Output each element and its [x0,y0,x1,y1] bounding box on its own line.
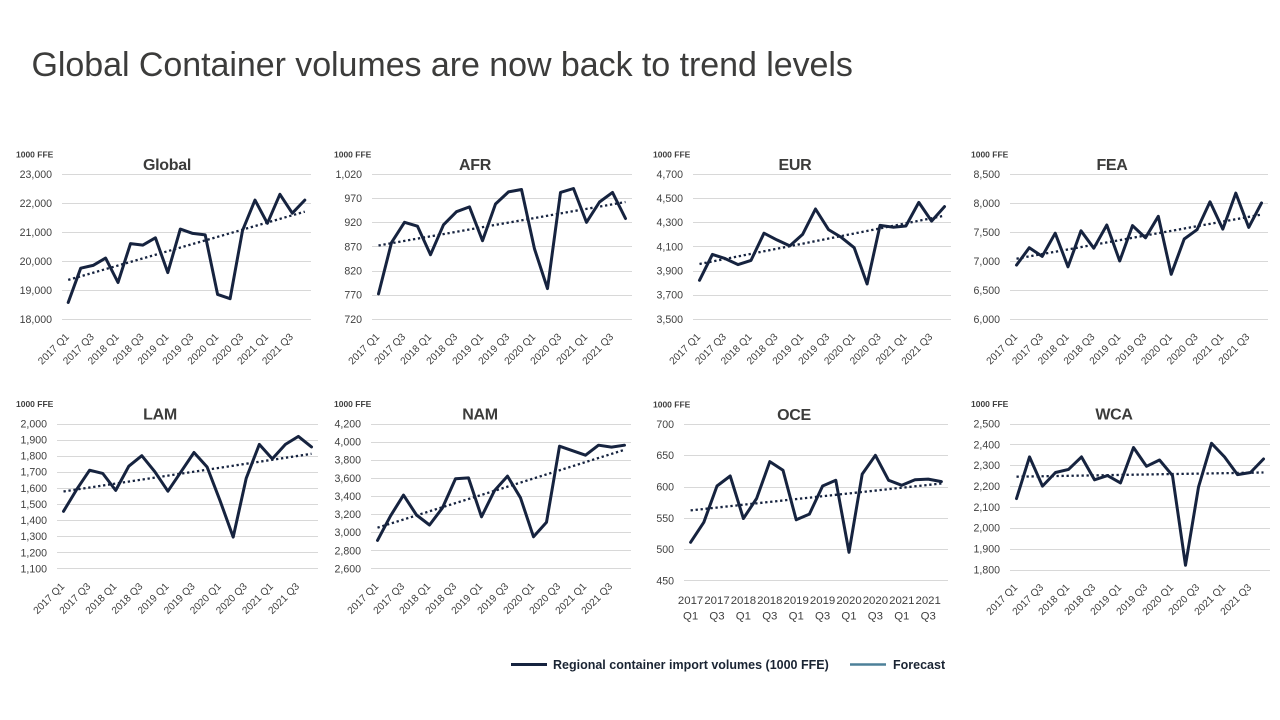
svg-text:2,600: 2,600 [334,563,361,575]
svg-text:2,000: 2,000 [973,523,1000,535]
svg-text:NAM: NAM [462,407,498,424]
svg-text:2018: 2018 [757,595,782,607]
svg-text:Q3: Q3 [868,611,883,623]
svg-text:Regional container import volu: Regional container import volumes (1000 … [553,658,829,672]
svg-text:Q1: Q1 [789,611,804,623]
svg-text:2,000: 2,000 [20,418,47,430]
svg-text:2021: 2021 [916,595,941,607]
svg-text:3,200: 3,200 [334,509,361,521]
svg-text:1000 FFE: 1000 FFE [653,150,691,160]
svg-text:Global: Global [143,157,191,174]
svg-text:1,300: 1,300 [20,531,47,543]
svg-text:3,700: 3,700 [656,290,683,302]
svg-text:2019: 2019 [784,595,809,607]
svg-text:1000 FFE: 1000 FFE [16,150,54,160]
svg-text:2,400: 2,400 [973,439,1000,451]
svg-text:720: 720 [344,314,362,326]
svg-text:Q3: Q3 [709,611,724,623]
svg-text:7,500: 7,500 [973,227,1000,239]
svg-text:Q1: Q1 [736,611,751,623]
svg-text:820: 820 [344,266,362,278]
svg-text:8,000: 8,000 [973,198,1000,210]
svg-text:4,100: 4,100 [656,241,683,253]
svg-text:2019: 2019 [810,595,835,607]
svg-text:1,900: 1,900 [973,544,1000,556]
svg-text:Q3: Q3 [762,611,777,623]
svg-text:4,700: 4,700 [656,169,683,181]
svg-text:1000 FFE: 1000 FFE [334,150,372,160]
svg-text:Q3: Q3 [921,611,936,623]
svg-text:2017: 2017 [704,595,729,607]
svg-text:4,300: 4,300 [656,217,683,229]
svg-text:970: 970 [344,193,362,205]
svg-text:700: 700 [656,419,674,431]
svg-text:LAM: LAM [143,407,177,424]
svg-text:4,500: 4,500 [656,193,683,205]
svg-text:3,500: 3,500 [656,314,683,326]
svg-text:3,900: 3,900 [656,266,683,278]
svg-text:Q1: Q1 [841,611,856,623]
svg-text:450: 450 [656,575,674,587]
svg-text:1,500: 1,500 [20,499,47,511]
svg-text:2021: 2021 [889,595,914,607]
svg-text:8,500: 8,500 [973,169,1000,181]
svg-text:550: 550 [656,513,674,525]
svg-text:Q3: Q3 [815,611,830,623]
svg-text:2,200: 2,200 [973,481,1000,493]
svg-text:2,800: 2,800 [334,545,361,557]
svg-text:AFR: AFR [459,157,492,174]
svg-text:2018: 2018 [731,595,756,607]
svg-text:Forecast: Forecast [893,658,946,672]
svg-text:1,020: 1,020 [335,169,362,181]
svg-text:1000 FFE: 1000 FFE [334,399,372,409]
svg-text:20,000: 20,000 [20,256,53,268]
svg-text:1,400: 1,400 [20,515,47,527]
svg-text:770: 770 [344,290,362,302]
svg-text:19,000: 19,000 [20,285,53,297]
svg-text:23,000: 23,000 [20,169,53,181]
svg-text:3,600: 3,600 [334,473,361,485]
svg-text:1000 FFE: 1000 FFE [971,150,1009,160]
svg-text:2020: 2020 [863,595,888,607]
svg-text:1000 FFE: 1000 FFE [653,400,691,410]
svg-text:1,700: 1,700 [20,467,47,479]
svg-text:650: 650 [656,450,674,462]
svg-text:Q1: Q1 [894,611,909,623]
svg-text:1,800: 1,800 [20,451,47,463]
svg-text:21,000: 21,000 [20,227,53,239]
svg-text:3,400: 3,400 [334,491,361,503]
svg-text:7,000: 7,000 [973,256,1000,268]
svg-text:1,900: 1,900 [20,435,47,447]
svg-text:2,100: 2,100 [973,502,1000,514]
svg-text:1000 FFE: 1000 FFE [971,399,1009,409]
svg-text:18,000: 18,000 [20,314,53,326]
svg-text:920: 920 [344,217,362,229]
svg-text:1,800: 1,800 [973,564,1000,576]
svg-text:6,500: 6,500 [973,285,1000,297]
svg-text:2017: 2017 [678,595,703,607]
svg-text:Q1: Q1 [683,611,698,623]
svg-text:3,800: 3,800 [334,455,361,467]
svg-text:2020: 2020 [836,595,861,607]
svg-text:2,500: 2,500 [973,418,1000,430]
svg-text:2,300: 2,300 [973,460,1000,472]
svg-text:870: 870 [344,241,362,253]
svg-text:500: 500 [656,544,674,556]
svg-text:1,600: 1,600 [20,483,47,495]
svg-text:1,200: 1,200 [20,547,47,559]
svg-text:3,000: 3,000 [334,527,361,539]
svg-text:600: 600 [656,482,674,494]
svg-text:FEA: FEA [1096,157,1128,174]
svg-text:4,200: 4,200 [334,418,361,430]
svg-text:1000 FFE: 1000 FFE [16,399,54,409]
svg-text:6,000: 6,000 [973,314,1000,326]
svg-text:OCE: OCE [777,407,811,424]
svg-text:22,000: 22,000 [20,198,53,210]
svg-text:EUR: EUR [779,157,813,174]
svg-text:1,100: 1,100 [20,563,47,575]
svg-text:4,000: 4,000 [334,437,361,449]
svg-text:WCA: WCA [1095,407,1133,424]
